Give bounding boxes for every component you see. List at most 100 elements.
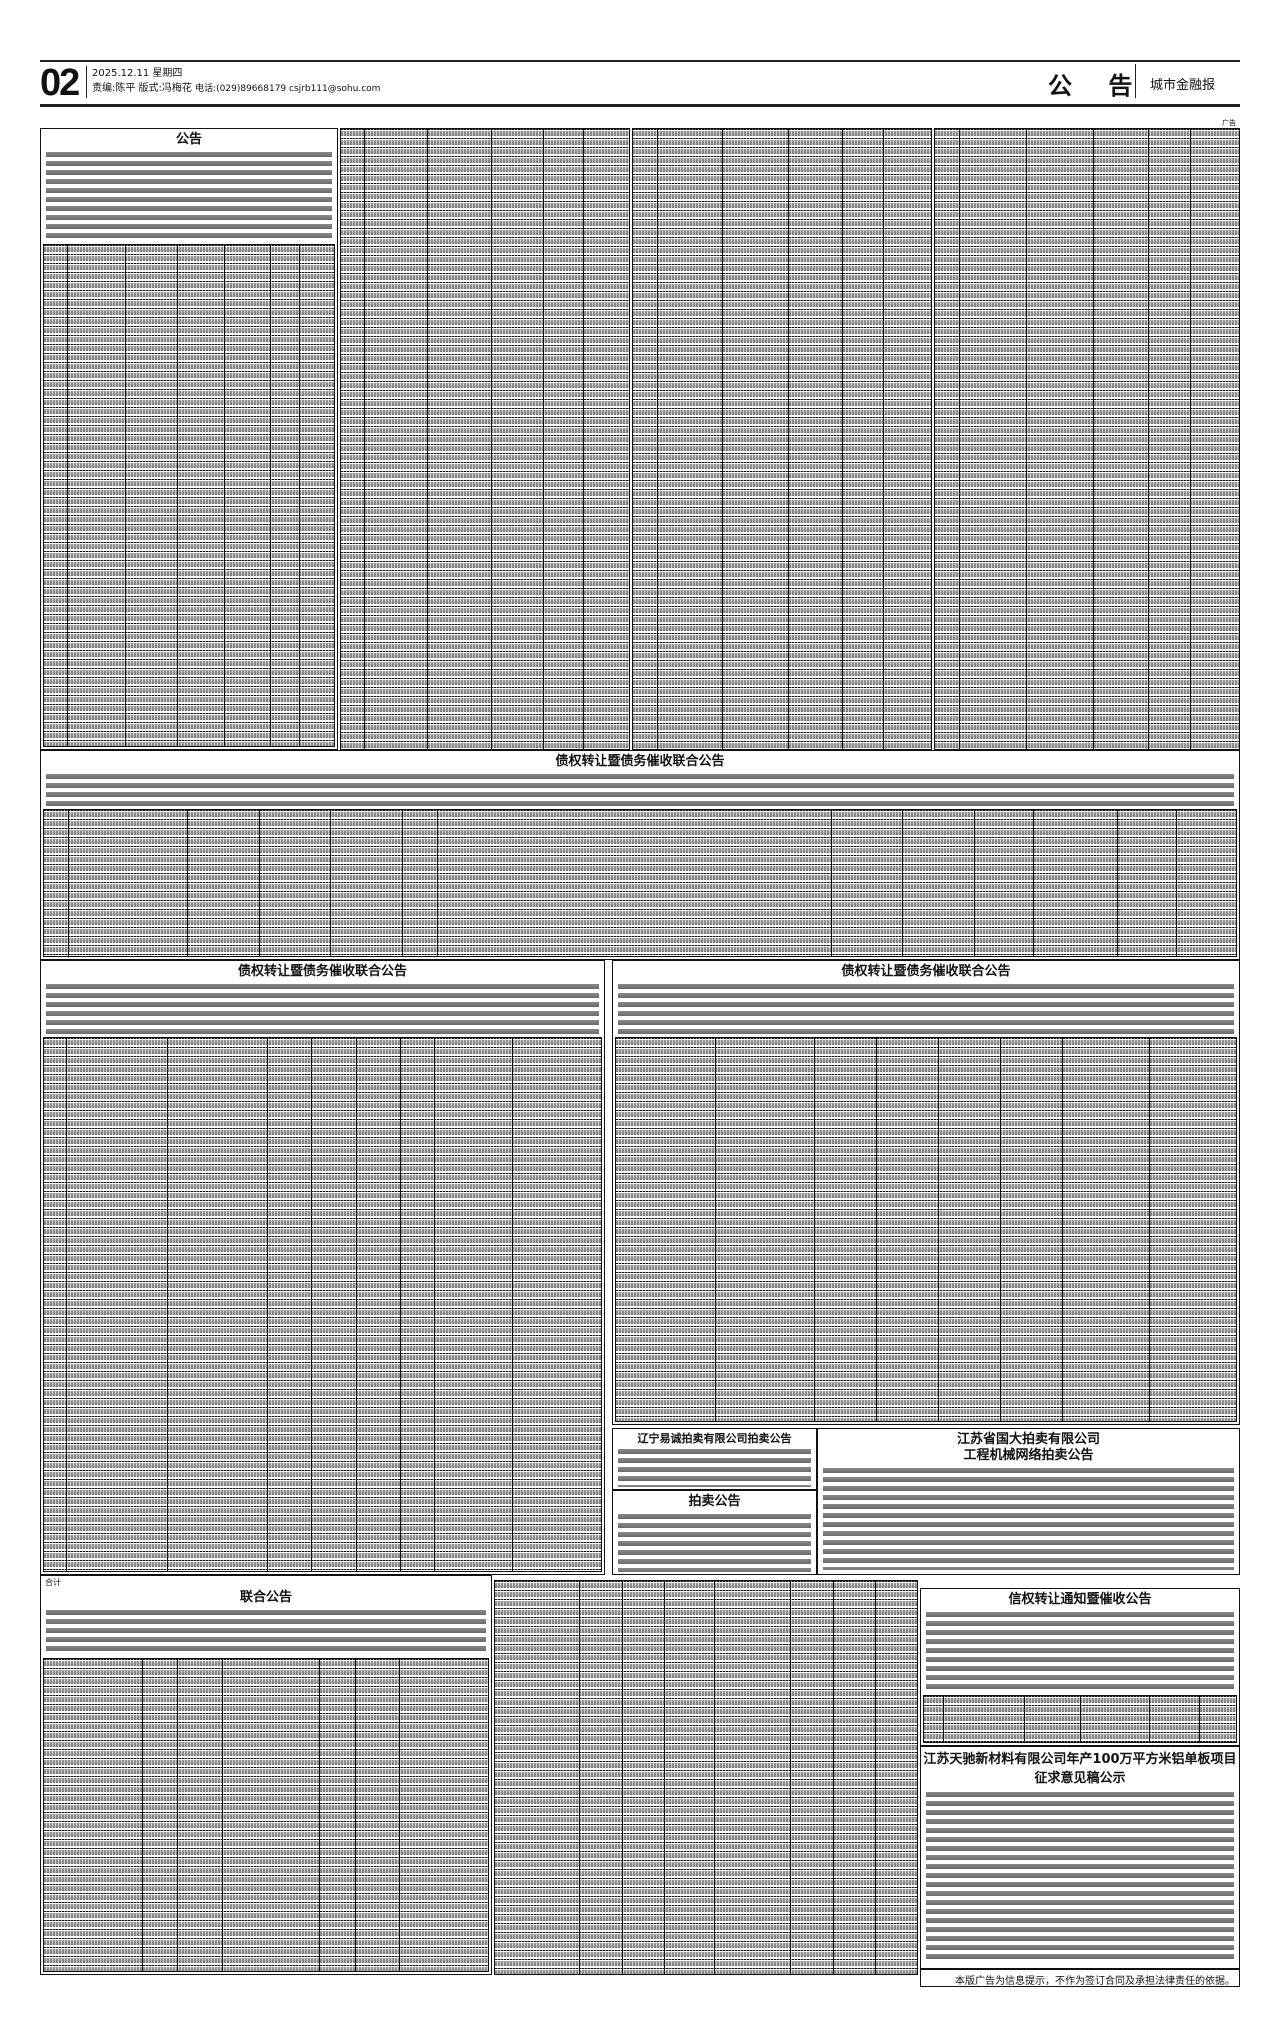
table-column-rule bbox=[715, 1038, 717, 1421]
notice-mid-left: 债权转让暨债务催收联合公告 bbox=[40, 960, 605, 1575]
notice-joint: 合计 联合公告 bbox=[40, 1575, 492, 1975]
notice-title-2: 工程机械网络拍卖公告 bbox=[963, 1448, 1094, 1463]
table-column-rule bbox=[221, 1659, 223, 1971]
table-column-rule bbox=[938, 1038, 940, 1421]
table-column-rule bbox=[1198, 1696, 1200, 1742]
table-column-rule bbox=[401, 810, 403, 956]
total-label: 合计 bbox=[45, 1578, 61, 1587]
table-column-rule bbox=[66, 1038, 68, 1571]
notice-liaoning-auction: 辽宁易诚拍卖有限公司拍卖公告 bbox=[612, 1428, 817, 1490]
notice-body bbox=[926, 1790, 1234, 1960]
table-column-rule bbox=[883, 129, 885, 749]
divider bbox=[1135, 64, 1136, 98]
table-column-rule bbox=[621, 1581, 623, 1974]
table-column-rule bbox=[787, 129, 789, 749]
notice-table bbox=[43, 809, 1237, 957]
table-column-rule bbox=[656, 129, 658, 749]
notice-body bbox=[46, 772, 1234, 806]
table-column-rule bbox=[258, 810, 260, 956]
notice-body bbox=[46, 150, 332, 240]
table-column-rule bbox=[223, 245, 225, 746]
masthead-top-rule bbox=[40, 60, 1240, 62]
table-column-rule bbox=[1093, 129, 1095, 749]
contact-line: 电话:(029)89668179 csjrb111@sohu.com bbox=[195, 84, 381, 94]
table-column-rule bbox=[299, 245, 301, 746]
notice-title-1: 江苏省国大拍卖有限公司 bbox=[956, 1432, 1100, 1447]
table-column-rule bbox=[790, 1581, 792, 1974]
editor-contact-line: 责编:陈平 版式:冯梅花 电话:(029)89668179 csjrb111@s… bbox=[92, 81, 380, 97]
table-column-rule bbox=[902, 810, 904, 956]
joint-table-continued bbox=[494, 1580, 918, 1975]
footer-disclaimer: 本版广告为信息提示，不作为签订合同及承担法律责任的依据。 bbox=[955, 1976, 1235, 1987]
notice-title-1: 江苏天驰新材料有限公司年产100万平方米铝单板项目 bbox=[923, 1752, 1237, 1767]
table-column-rule bbox=[1033, 810, 1035, 956]
table-column-rule bbox=[1149, 1038, 1151, 1421]
notice-title: 债权转让暨债务催收联合公告 bbox=[237, 964, 407, 979]
table-column-rule bbox=[400, 1038, 402, 1571]
notice-auction: 拍卖公告 bbox=[612, 1490, 817, 1575]
section-title: 公 告 bbox=[1048, 72, 1147, 100]
notice-table bbox=[43, 1037, 602, 1572]
editor-line: 责编:陈平 版式:冯梅花 bbox=[92, 83, 192, 94]
data-table-col-2 bbox=[632, 128, 932, 750]
notice-body bbox=[46, 982, 599, 1034]
table-column-rule bbox=[67, 245, 69, 746]
notice-body bbox=[618, 982, 1234, 1034]
table-column-rule bbox=[942, 1696, 944, 1742]
table-column-rule bbox=[177, 1659, 179, 1971]
notice-collection: 信权转让通知暨催收公告 bbox=[920, 1588, 1240, 1746]
table-column-rule bbox=[511, 1038, 513, 1571]
notice-title: 联合公告 bbox=[239, 1590, 292, 1605]
table-column-rule bbox=[582, 129, 584, 749]
table-column-rule bbox=[330, 810, 332, 956]
notice-tianchi: 江苏天驰新材料有限公司年产100万平方米铝单板项目 征求意见稿公示 bbox=[920, 1746, 1240, 1969]
table-column-rule bbox=[841, 129, 843, 749]
notice-body bbox=[46, 1608, 486, 1652]
table-column-rule bbox=[1190, 129, 1192, 749]
table-column-rule bbox=[830, 810, 832, 956]
notice-table bbox=[43, 1658, 489, 1972]
table-column-rule bbox=[1148, 1696, 1150, 1742]
notice-title: 拍卖公告 bbox=[688, 1494, 741, 1509]
table-column-rule bbox=[714, 1581, 716, 1974]
table-column-rule bbox=[663, 1581, 665, 1974]
table-column-rule bbox=[1147, 129, 1149, 749]
table-column-rule bbox=[177, 245, 179, 746]
notice-wide: 债权转让暨债务催收联合公告 bbox=[40, 750, 1240, 960]
paper-name: 城市金融报 bbox=[1150, 78, 1216, 93]
table-column-rule bbox=[876, 1038, 878, 1421]
table-column-rule bbox=[1080, 1696, 1081, 1742]
table-column-rule bbox=[364, 129, 366, 749]
table-column-rule bbox=[166, 1038, 168, 1571]
table-column-rule bbox=[1062, 1038, 1064, 1421]
notice-title: 公告 bbox=[175, 132, 202, 147]
data-table-col-3 bbox=[934, 128, 1240, 750]
notice-title: 辽宁易诚拍卖有限公司拍卖公告 bbox=[637, 1432, 792, 1445]
table-column-rule bbox=[1023, 1696, 1025, 1742]
notice-title: 债权转让暨债务催收联合公告 bbox=[841, 964, 1011, 979]
notice-table bbox=[615, 1037, 1237, 1422]
date-line: 2025.12.11 星期四 bbox=[92, 68, 183, 79]
masthead-bottom-rule bbox=[40, 104, 1240, 107]
notice-title: 信权转让通知暨催收公告 bbox=[1008, 1592, 1152, 1607]
table-column-rule bbox=[270, 245, 272, 746]
table-column-rule bbox=[814, 1038, 816, 1421]
masthead-meta: 2025.12.11 星期四 责编:陈平 版式:冯梅花 电话:(029)8966… bbox=[92, 66, 380, 97]
notice-table bbox=[43, 244, 335, 747]
divider bbox=[86, 66, 87, 98]
table-column-rule bbox=[125, 245, 127, 746]
table-column-rule bbox=[1116, 810, 1118, 956]
notice-top-left: 公告 bbox=[40, 128, 338, 750]
table-column-rule bbox=[319, 1659, 321, 1971]
ad-mark: 广告 bbox=[1222, 119, 1236, 127]
notice-table bbox=[923, 1695, 1237, 1743]
table-column-rule bbox=[959, 129, 961, 749]
table-column-rule bbox=[437, 810, 439, 956]
table-column-rule bbox=[1026, 129, 1028, 749]
table-column-rule bbox=[67, 810, 69, 956]
table-column-rule bbox=[433, 1038, 435, 1571]
table-column-rule bbox=[311, 1038, 313, 1571]
table-column-rule bbox=[141, 1659, 143, 1971]
notice-title-2: 征求意见稿公示 bbox=[1034, 1771, 1126, 1786]
table-column-rule bbox=[874, 1581, 876, 1974]
